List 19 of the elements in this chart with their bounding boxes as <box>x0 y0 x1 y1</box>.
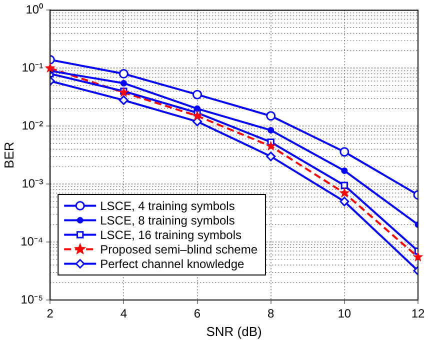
legend-label: Proposed semi–blind scheme <box>100 242 258 257</box>
y-tick-label: 10⁻² <box>22 118 44 132</box>
y-tick-label: 10⁻⁴ <box>20 234 44 248</box>
y-tick-label: 10⁰ <box>26 2 44 17</box>
y-axis-title: BER <box>1 142 16 168</box>
x-tick-label: 4 <box>120 306 128 321</box>
x-tick-label: 12 <box>411 306 425 321</box>
x-tick-label: 10 <box>338 306 352 321</box>
x-tick-label: 6 <box>194 306 201 321</box>
x-tick-label: 2 <box>46 306 54 321</box>
y-tick-label: 10⁻¹ <box>22 60 44 74</box>
legend-label: LSCE, 8 training symbols <box>100 214 235 228</box>
legend-label: LSCE, 16 training symbols <box>100 228 242 242</box>
y-tick-label: 10⁻³ <box>22 176 44 190</box>
y-tick-label: 10⁻⁵ <box>20 292 44 306</box>
legend-label: LSCE, 4 training symbols <box>100 199 235 214</box>
x-tick-label: 8 <box>268 306 274 321</box>
x-axis-title: SNR (dB) <box>206 324 262 339</box>
legend-label: Perfect channel knowledge <box>100 257 245 272</box>
